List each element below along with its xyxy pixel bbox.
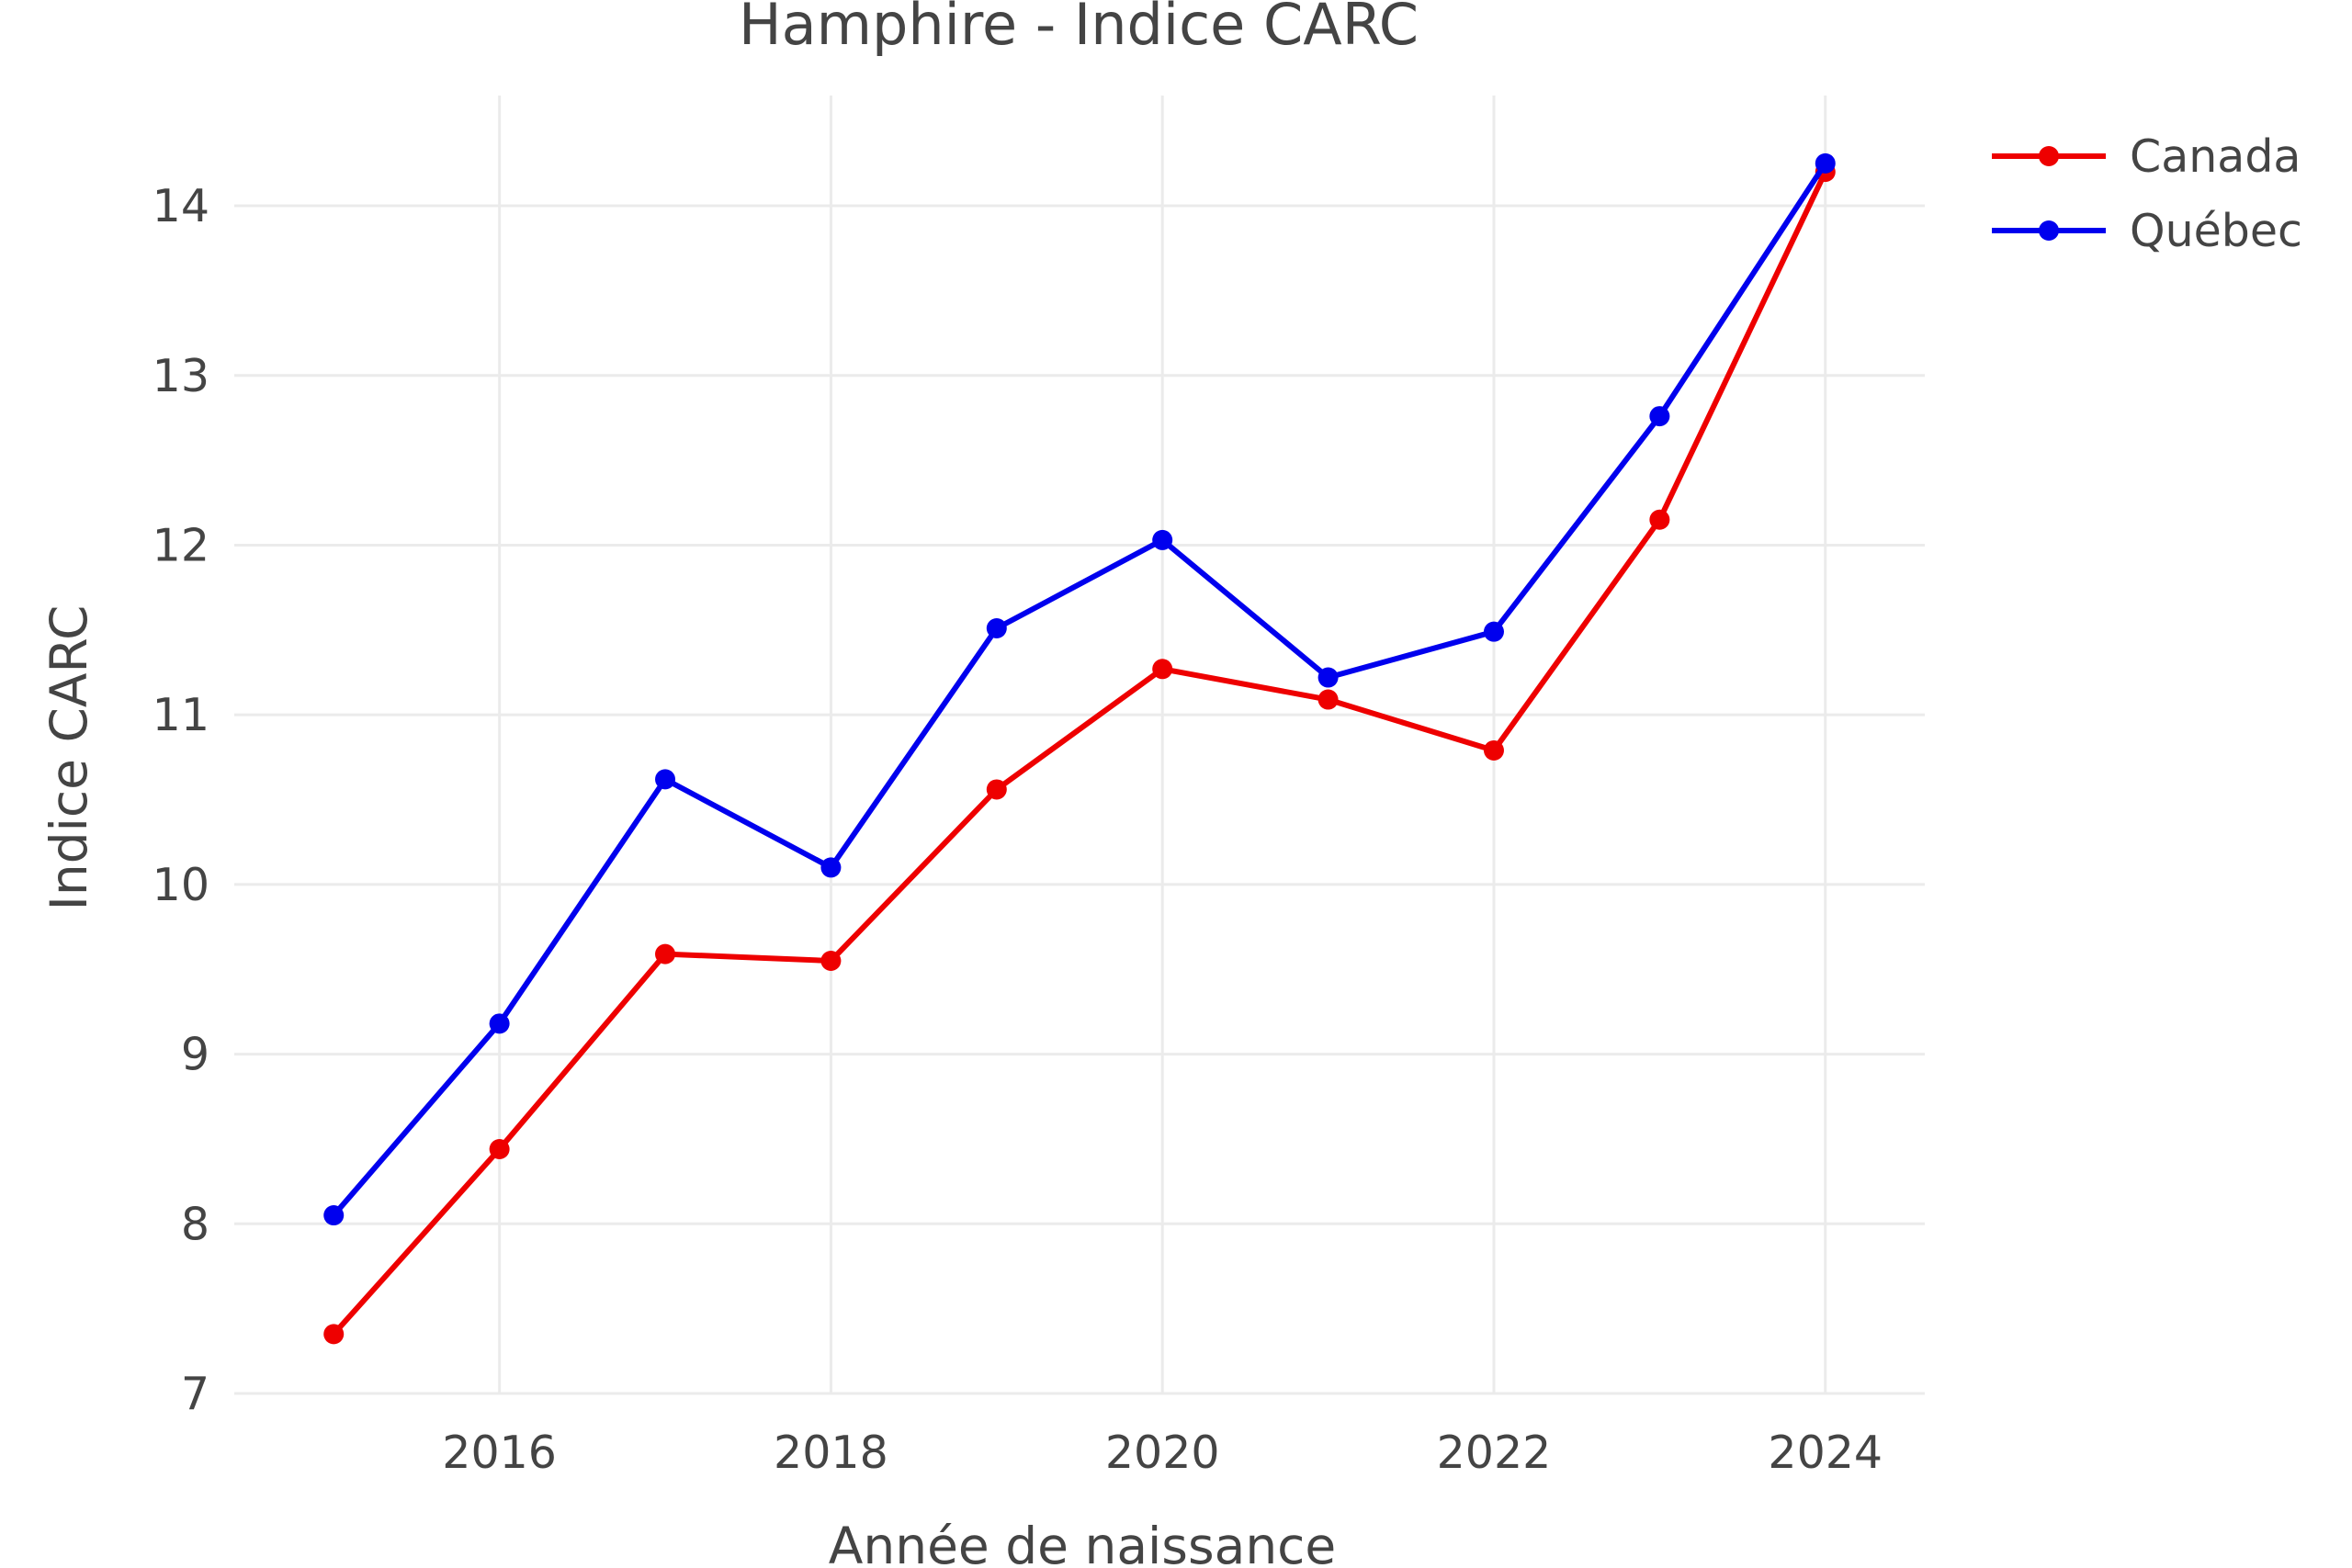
- series-layer: [323, 152, 1836, 1345]
- data-point: [489, 1139, 510, 1160]
- data-point: [323, 1324, 345, 1345]
- legend-swatch-marker: [2039, 220, 2059, 241]
- y-tick-label: 13: [153, 350, 209, 402]
- data-point: [1483, 621, 1504, 642]
- y-tick-label: 11: [153, 689, 209, 741]
- legend: Canada Québec: [1992, 130, 2302, 257]
- y-tick-label: 14: [153, 180, 209, 232]
- legend-swatch-marker: [2039, 146, 2059, 166]
- axis-layer: 7 8 9 10 11 12 13 14 2016 2018 2020 2022 2024: [153, 180, 1883, 1479]
- data-point: [1649, 406, 1670, 427]
- series-line-0: [331, 169, 1828, 1337]
- y-tick-label: 10: [153, 859, 209, 911]
- y-axis-title: Indice CARC: [40, 605, 98, 911]
- data-point: [655, 943, 676, 964]
- y-tick-label: 7: [181, 1368, 209, 1420]
- data-point: [1317, 667, 1339, 688]
- data-point: [1152, 529, 1173, 550]
- data-point: [489, 1013, 510, 1034]
- x-tick-label: 2024: [1768, 1427, 1883, 1479]
- legend-label: Canada: [2130, 130, 2301, 183]
- data-point: [323, 1205, 345, 1226]
- data-point: [986, 617, 1007, 638]
- x-axis-title: Année de naissance: [829, 1517, 1337, 1568]
- y-tick-label: 12: [153, 519, 209, 571]
- x-tick-label: 2020: [1105, 1427, 1220, 1479]
- data-point: [1483, 739, 1504, 761]
- y-tick-label: 8: [181, 1198, 209, 1250]
- data-point: [1649, 509, 1670, 530]
- data-point: [1815, 152, 1836, 174]
- grid-layer: [234, 96, 1925, 1395]
- data-point: [1152, 659, 1173, 680]
- data-point: [1317, 689, 1339, 710]
- y-tick-label: 9: [181, 1029, 209, 1081]
- x-tick-label: 2022: [1437, 1427, 1552, 1479]
- data-point: [820, 951, 842, 971]
- legend-label: Québec: [2130, 205, 2302, 257]
- series-line-1: [331, 160, 1828, 1219]
- data-point: [986, 779, 1007, 800]
- data-point: [820, 857, 842, 878]
- data-point: [655, 769, 676, 790]
- x-tick-label: 2016: [442, 1427, 557, 1479]
- chart-title: Hamphire - Indice CARC: [739, 0, 1419, 58]
- x-tick-label: 2018: [774, 1427, 888, 1479]
